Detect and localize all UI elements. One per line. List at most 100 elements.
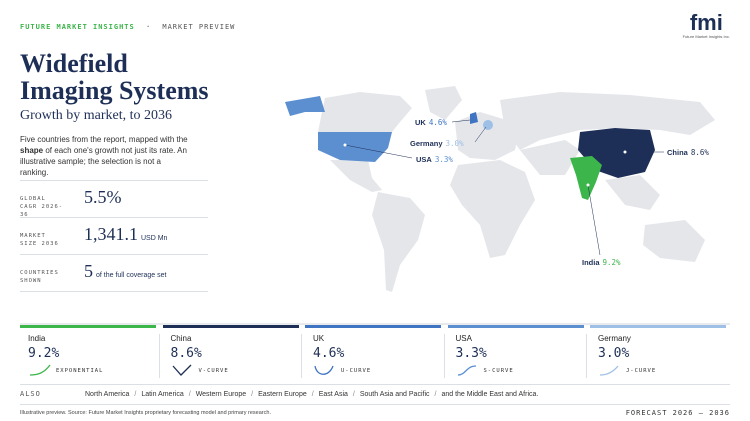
europe [455, 112, 520, 160]
separator: / [251, 391, 254, 398]
map-value: 3.0% [445, 139, 464, 148]
card: USA 3.3% S-CURVE [443, 325, 584, 378]
card-divider [301, 334, 302, 378]
south-america [372, 192, 425, 292]
map-value: 8.6% [690, 148, 709, 157]
map-label: UK 4.6% [415, 118, 447, 127]
card: Germany 3.0% J-CURVE [586, 325, 726, 378]
card: India 9.2% EXPONENTIAL [20, 325, 156, 378]
intro: Five countries from the report, mapped w… [20, 134, 190, 178]
marker [623, 150, 627, 154]
intro-text: Five countries from the report, mapped w… [20, 135, 188, 144]
card-country: UK [313, 334, 325, 343]
curve [29, 364, 51, 376]
map-value: 3.3% [434, 155, 453, 164]
stat-unit: USD Mn [141, 235, 168, 242]
curve [314, 365, 334, 375]
world-map [285, 86, 715, 292]
germany [483, 120, 493, 130]
stat-number: 1,341.1 [84, 224, 138, 244]
separator: / [134, 391, 137, 398]
card-value: 3.3% [455, 346, 487, 361]
leaders [344, 119, 664, 256]
separator: / [434, 391, 437, 398]
stat-value: 5.5% [84, 187, 122, 208]
separator: / [311, 391, 314, 398]
card-value: 9.2% [28, 346, 60, 361]
canada [318, 92, 412, 132]
region: and the Middle East and Africa. [441, 391, 539, 398]
card-country: India [28, 334, 46, 343]
stat-label: MARKET SIZE 2036 [20, 233, 59, 247]
divider [20, 217, 208, 218]
india [570, 156, 602, 200]
card-country: China [170, 334, 192, 343]
also-row: ALSO North America / Latin America / Western … [20, 390, 730, 398]
curve [172, 364, 191, 376]
intro-emphasis: shape [20, 146, 44, 155]
brand: FUTURE MARKET INSIGHTS [20, 23, 135, 31]
dot: · [145, 23, 152, 31]
marker [343, 143, 347, 147]
curve-label: U-CURVE [341, 368, 372, 374]
intro-text: of each one's growth not just its rate. … [20, 146, 187, 177]
curve-icon [29, 364, 51, 376]
africa [450, 160, 535, 258]
footer-note: Illustrative preview. Source: Future Mar… [20, 410, 271, 416]
curve-icon [314, 365, 334, 375]
stat-unit: of the full coverage set [96, 272, 167, 279]
stat-number: 5 [84, 261, 93, 281]
logo-mark: fmi [689, 10, 723, 35]
map-label: China 8.6% [667, 148, 709, 157]
map-label: USA 3.3% [416, 155, 453, 164]
region: South Asia and Pacific [359, 391, 430, 398]
curve-icon [172, 364, 191, 376]
curve-label: S-CURVE [483, 368, 514, 374]
region: Latin America [141, 391, 184, 398]
stat-value: 5 of the full coverage set [84, 261, 166, 282]
curve-icon [599, 365, 619, 376]
greenland [425, 86, 462, 120]
region: Western Europe [195, 391, 247, 398]
curve [457, 365, 476, 376]
map-country: USA [416, 155, 432, 164]
logo-caption: Future Market Insights Inc. [682, 34, 730, 39]
divider [20, 180, 208, 181]
map-country: Germany [410, 139, 443, 148]
separator: / [352, 391, 355, 398]
regions: North America / Latin America / Western Euro… [85, 391, 538, 398]
map-country: China [667, 148, 688, 157]
card: China 8.6% V-CURVE [158, 325, 299, 378]
marker [586, 183, 590, 187]
middle-east [520, 140, 580, 175]
card-country: USA [455, 334, 472, 343]
card-divider [158, 334, 160, 378]
australia [643, 220, 705, 262]
stat-number: 5.5% [84, 187, 122, 207]
card-value: 8.6% [170, 346, 202, 361]
map-value: 9.2% [602, 258, 621, 267]
separator: / [188, 391, 191, 398]
also-label: ALSO [20, 390, 41, 398]
card-value: 3.0% [598, 346, 630, 361]
map-country: India [582, 258, 600, 267]
stat-label: GLOBAL CAGR 2026-36 [20, 196, 64, 218]
card: UK 4.6% U-CURVE [301, 325, 441, 378]
card-country: Germany [598, 334, 631, 343]
land [318, 86, 715, 292]
russia [500, 92, 715, 150]
curve-label: EXPONENTIAL [56, 368, 104, 374]
stat-label: COUNTRIES SHOWN [20, 270, 59, 284]
curve-label: V-CURVE [198, 368, 229, 374]
uk [470, 112, 478, 124]
map-label: India 9.2% [582, 258, 621, 267]
curve [599, 365, 619, 376]
card-value: 4.6% [313, 346, 345, 361]
title: Widefield Imaging Systems [20, 49, 209, 105]
stat-value: 1,341.1 USD Mn [84, 224, 167, 245]
region: East Asia [318, 391, 348, 398]
region: North America [85, 391, 130, 398]
card-divider [586, 334, 587, 378]
map-label: Germany 3.0% [410, 139, 464, 148]
